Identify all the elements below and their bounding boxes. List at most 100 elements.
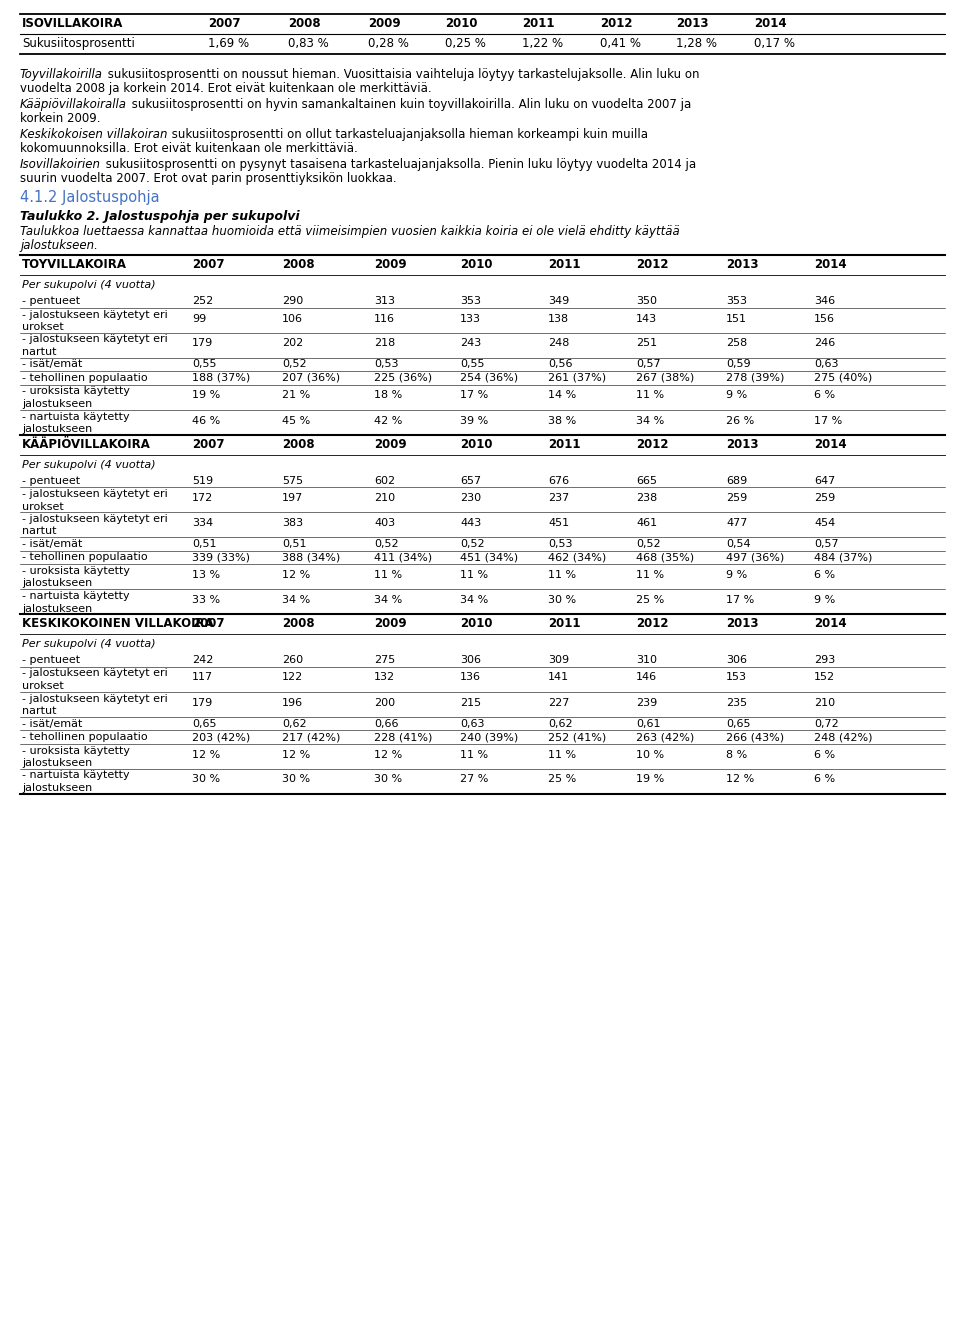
- Text: sukusiitosprosentti on noussut hieman. Vuosittaisia vaihteluja löytyy tarkastelu: sukusiitosprosentti on noussut hieman. V…: [104, 67, 700, 81]
- Text: 306: 306: [460, 654, 481, 665]
- Text: 11 %: 11 %: [460, 570, 488, 580]
- Text: 252 (41%): 252 (41%): [548, 732, 607, 742]
- Text: 2007: 2007: [192, 617, 225, 631]
- Text: 2008: 2008: [282, 617, 315, 631]
- Text: 210: 210: [814, 698, 835, 707]
- Text: urokset: urokset: [22, 323, 63, 332]
- Text: 647: 647: [814, 476, 835, 485]
- Text: 14 %: 14 %: [548, 390, 576, 401]
- Text: 2014: 2014: [814, 617, 847, 631]
- Text: 0,52: 0,52: [374, 539, 398, 549]
- Text: 2011: 2011: [548, 438, 581, 451]
- Text: 34 %: 34 %: [460, 595, 489, 605]
- Text: 227: 227: [548, 698, 569, 707]
- Text: 172: 172: [192, 493, 213, 502]
- Text: jalostukseen: jalostukseen: [22, 783, 92, 793]
- Text: korkein 2009.: korkein 2009.: [20, 112, 101, 126]
- Text: 1,22 %: 1,22 %: [522, 37, 564, 50]
- Text: 0,28 %: 0,28 %: [368, 37, 409, 50]
- Text: - uroksista käytetty: - uroksista käytetty: [22, 566, 130, 576]
- Text: 17 %: 17 %: [460, 390, 489, 401]
- Text: 239: 239: [636, 698, 658, 707]
- Text: 0,72: 0,72: [814, 718, 839, 728]
- Text: 2009: 2009: [374, 617, 407, 631]
- Text: - jalostukseen käytetyt eri: - jalostukseen käytetyt eri: [22, 669, 168, 678]
- Text: 689: 689: [726, 476, 747, 485]
- Text: 225 (36%): 225 (36%): [374, 373, 432, 383]
- Text: 238: 238: [636, 493, 658, 502]
- Text: 2013: 2013: [726, 258, 758, 271]
- Text: 290: 290: [282, 296, 303, 305]
- Text: 484 (37%): 484 (37%): [814, 553, 873, 562]
- Text: sukusiitosprosentti on ollut tarkasteluajanjaksolla hieman korkeampi kuin muilla: sukusiitosprosentti on ollut tarkastelua…: [169, 128, 649, 141]
- Text: 218: 218: [374, 338, 396, 349]
- Text: 30 %: 30 %: [192, 775, 220, 784]
- Text: 19 %: 19 %: [636, 775, 664, 784]
- Text: - pentueet: - pentueet: [22, 654, 80, 665]
- Text: 2013: 2013: [676, 17, 708, 30]
- Text: 230: 230: [460, 493, 481, 502]
- Text: 657: 657: [460, 476, 481, 485]
- Text: 0,57: 0,57: [814, 539, 839, 549]
- Text: 2012: 2012: [636, 617, 668, 631]
- Text: 99: 99: [192, 313, 206, 324]
- Text: 0,52: 0,52: [460, 539, 485, 549]
- Text: 350: 350: [636, 296, 657, 305]
- Text: 136: 136: [460, 673, 481, 682]
- Text: 143: 143: [636, 313, 658, 324]
- Text: 27 %: 27 %: [460, 775, 489, 784]
- Text: 203 (42%): 203 (42%): [192, 732, 251, 742]
- Text: 18 %: 18 %: [374, 390, 402, 401]
- Text: 196: 196: [282, 698, 303, 707]
- Text: 519: 519: [192, 476, 213, 485]
- Text: 141: 141: [548, 673, 569, 682]
- Text: sukusiitosprosentti on pysynyt tasaisena tarkasteluajanjaksolla. Pienin luku löy: sukusiitosprosentti on pysynyt tasaisena…: [102, 159, 696, 171]
- Text: 461: 461: [636, 518, 658, 527]
- Text: 462 (34%): 462 (34%): [548, 553, 607, 562]
- Text: - uroksista käytetty: - uroksista käytetty: [22, 746, 130, 755]
- Text: 0,65: 0,65: [726, 718, 751, 728]
- Text: 2014: 2014: [814, 438, 847, 451]
- Text: 9 %: 9 %: [726, 390, 747, 401]
- Text: suurin vuodelta 2007. Erot ovat parin prosenttiyksikön luokkaa.: suurin vuodelta 2007. Erot ovat parin pr…: [20, 172, 396, 185]
- Text: - isät/emät: - isät/emät: [22, 718, 83, 728]
- Text: 334: 334: [192, 518, 213, 527]
- Text: 306: 306: [726, 654, 747, 665]
- Text: kokomuunnoksilla. Erot eivät kuitenkaan ole merkittäviä.: kokomuunnoksilla. Erot eivät kuitenkaan …: [20, 141, 358, 155]
- Text: 237: 237: [548, 493, 569, 502]
- Text: 33 %: 33 %: [192, 595, 220, 605]
- Text: 19 %: 19 %: [192, 390, 220, 401]
- Text: 138: 138: [548, 313, 569, 324]
- Text: 278 (39%): 278 (39%): [726, 373, 784, 383]
- Text: 0,41 %: 0,41 %: [600, 37, 641, 50]
- Text: 117: 117: [192, 673, 213, 682]
- Text: 339 (33%): 339 (33%): [192, 553, 250, 562]
- Text: 313: 313: [374, 296, 395, 305]
- Text: 310: 310: [636, 654, 657, 665]
- Text: 197: 197: [282, 493, 303, 502]
- Text: 451: 451: [548, 518, 569, 527]
- Text: 246: 246: [814, 338, 835, 349]
- Text: 0,25 %: 0,25 %: [445, 37, 486, 50]
- Text: 13 %: 13 %: [192, 570, 220, 580]
- Text: 11 %: 11 %: [374, 570, 402, 580]
- Text: 11 %: 11 %: [460, 750, 488, 760]
- Text: - uroksista käytetty: - uroksista käytetty: [22, 386, 130, 397]
- Text: 248: 248: [548, 338, 569, 349]
- Text: Taulukko 2. Jalostuspohja per sukupolvi: Taulukko 2. Jalostuspohja per sukupolvi: [20, 210, 300, 223]
- Text: 17 %: 17 %: [726, 595, 755, 605]
- Text: 151: 151: [726, 313, 747, 324]
- Text: 122: 122: [282, 673, 303, 682]
- Text: - pentueet: - pentueet: [22, 476, 80, 485]
- Text: TOYVILLAKOIRA: TOYVILLAKOIRA: [22, 258, 127, 271]
- Text: 30 %: 30 %: [548, 595, 576, 605]
- Text: 676: 676: [548, 476, 569, 485]
- Text: jalostukseen: jalostukseen: [22, 399, 92, 408]
- Text: 188 (37%): 188 (37%): [192, 373, 251, 383]
- Text: 0,55: 0,55: [460, 360, 485, 370]
- Text: 200: 200: [374, 698, 396, 707]
- Text: 252: 252: [192, 296, 213, 305]
- Text: 383: 383: [282, 518, 303, 527]
- Text: 210: 210: [374, 493, 396, 502]
- Text: 12 %: 12 %: [726, 775, 755, 784]
